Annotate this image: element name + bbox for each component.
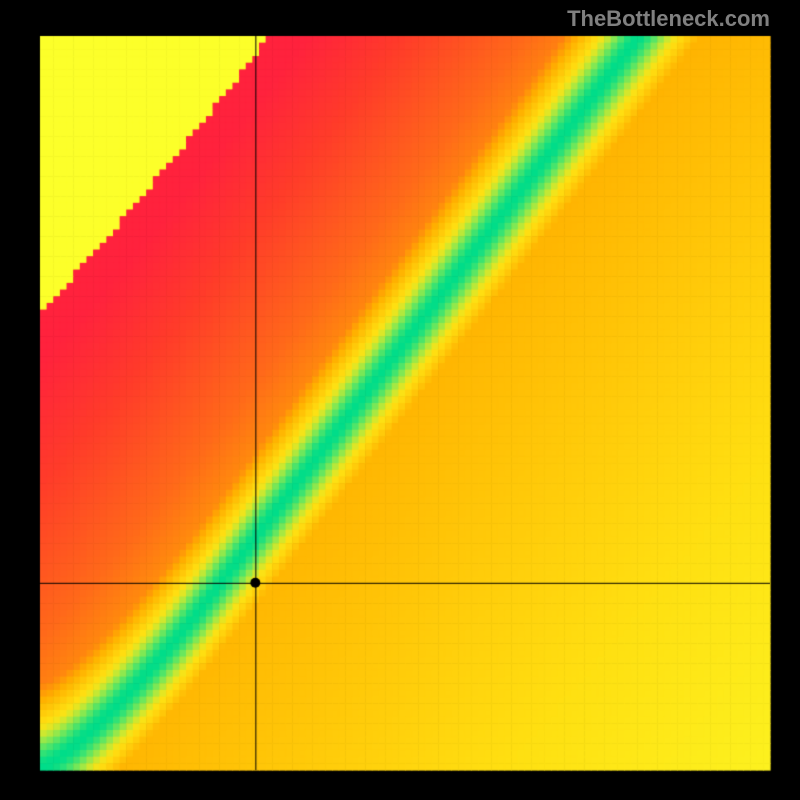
watermark-label: TheBottleneck.com <box>567 6 770 32</box>
heatmap-canvas <box>0 0 800 800</box>
